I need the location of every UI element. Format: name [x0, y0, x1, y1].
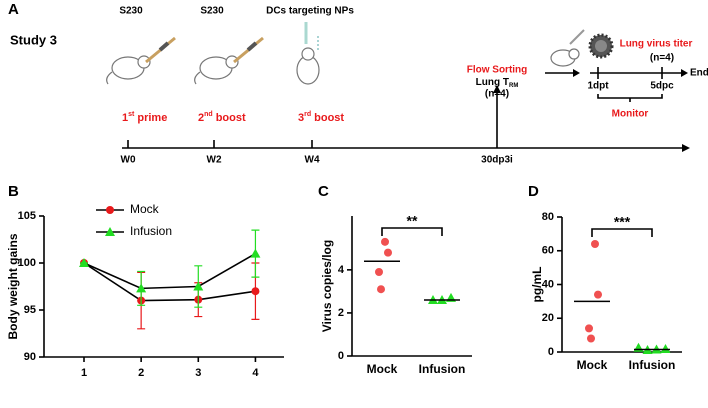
study-label: Study 3 — [10, 32, 57, 47]
dose-sup: rd — [304, 111, 311, 118]
data-point — [79, 258, 89, 267]
legend-marker — [106, 206, 114, 214]
y-tick-label: 20 — [542, 312, 554, 324]
end-label: End — [690, 68, 708, 79]
data-point — [377, 285, 385, 294]
y-tick-label: 2 — [338, 307, 344, 319]
timeline — [122, 67, 690, 152]
timepoint-label: W0 — [121, 155, 136, 166]
data-point — [660, 343, 671, 353]
injection-label: S230 — [119, 6, 143, 17]
data-point — [381, 237, 389, 246]
significance-label: *** — [614, 214, 631, 230]
dose-text: boost — [314, 112, 344, 124]
injection-label: DCs targeting NPs — [266, 6, 354, 17]
dose-sup: st — [128, 111, 135, 118]
x-tick-label: 1 — [81, 367, 87, 379]
data-point — [250, 248, 261, 258]
y-axis-label: pg/mL — [530, 267, 544, 303]
legend-label: Mock — [130, 202, 160, 216]
day-label: 1dpt — [587, 81, 609, 92]
dose-label: 2nd boost — [198, 111, 246, 124]
data-point — [585, 324, 593, 333]
x-tick-label: Infusion — [419, 362, 466, 376]
data-point — [591, 240, 599, 248]
data-point — [136, 283, 147, 293]
y-tick-label: 105 — [18, 210, 36, 222]
dose-num: 1 — [122, 112, 128, 124]
data-point — [587, 334, 595, 343]
data-point — [594, 290, 602, 299]
x-tick-label: 2 — [138, 367, 144, 379]
y-tick-label: 90 — [24, 351, 36, 363]
y-tick-label: 0 — [338, 350, 344, 362]
dose-text: prime — [137, 112, 167, 124]
data-point — [375, 268, 383, 276]
legend-marker — [105, 227, 115, 236]
titer-title: Lung virus titer — [620, 39, 693, 50]
virus-icon — [588, 33, 614, 59]
dose-num: 2 — [198, 112, 204, 124]
y-tick-label: 100 — [18, 257, 36, 269]
dose-text: boost — [216, 112, 246, 124]
tissue-text: Lung T — [476, 77, 509, 88]
y-tick-label: 0 — [548, 346, 554, 358]
data-point — [633, 342, 644, 352]
day-label: 5dpc — [650, 81, 674, 92]
data-point — [384, 248, 392, 257]
panel-letter: D — [528, 183, 539, 200]
mouse-icon — [106, 36, 176, 85]
timepoint-label: W2 — [207, 155, 222, 166]
data-point — [251, 287, 260, 296]
sorting-title: Flow Sorting — [467, 65, 528, 76]
tissue-sub: RM — [509, 83, 518, 89]
dose-sup: nd — [204, 111, 213, 118]
x-tick-label: 4 — [252, 367, 259, 379]
panel-letter: C — [318, 183, 329, 200]
mouse-icon — [194, 36, 264, 85]
x-tick-label: 3 — [195, 367, 201, 379]
y-tick-label: 60 — [542, 245, 554, 257]
significance-bracket — [591, 228, 653, 237]
y-axis-label: Virus copies/log — [320, 240, 334, 332]
timepoint-label: W4 — [305, 155, 320, 166]
panel-letter: B — [8, 183, 19, 200]
monitor-label: Monitor — [612, 109, 649, 120]
significance-bracket — [381, 227, 443, 236]
legend-label: Infusion — [130, 224, 172, 238]
mouse-icon — [296, 22, 320, 85]
dose-num: 3 — [298, 112, 304, 124]
x-tick-label: Mock — [577, 358, 608, 372]
series-line — [83, 262, 256, 302]
titer-n: (n=4) — [650, 53, 674, 64]
y-tick-label: 4 — [338, 264, 345, 276]
injection-label: S230 — [200, 6, 224, 17]
y-tick-label: 95 — [24, 304, 36, 316]
mouse-icon — [550, 29, 585, 67]
dose-label: 3rd boost — [298, 111, 344, 124]
y-tick-label: 80 — [542, 211, 554, 223]
sorting-n: (n=4) — [485, 89, 509, 100]
data-point — [193, 281, 204, 291]
panel-letter: A — [8, 1, 19, 18]
x-tick-label: Mock — [367, 362, 398, 376]
x-tick-label: Infusion — [629, 358, 676, 372]
significance-label: ** — [407, 213, 418, 229]
y-tick-label: 40 — [542, 278, 554, 290]
y-axis-label: Body weight gains — [6, 233, 20, 339]
timepoint-label: 30dp3i — [481, 155, 513, 166]
series-line — [83, 252, 256, 290]
sorting-tissue: Lung TRM — [476, 77, 519, 89]
dose-label: 1st prime — [122, 111, 167, 124]
